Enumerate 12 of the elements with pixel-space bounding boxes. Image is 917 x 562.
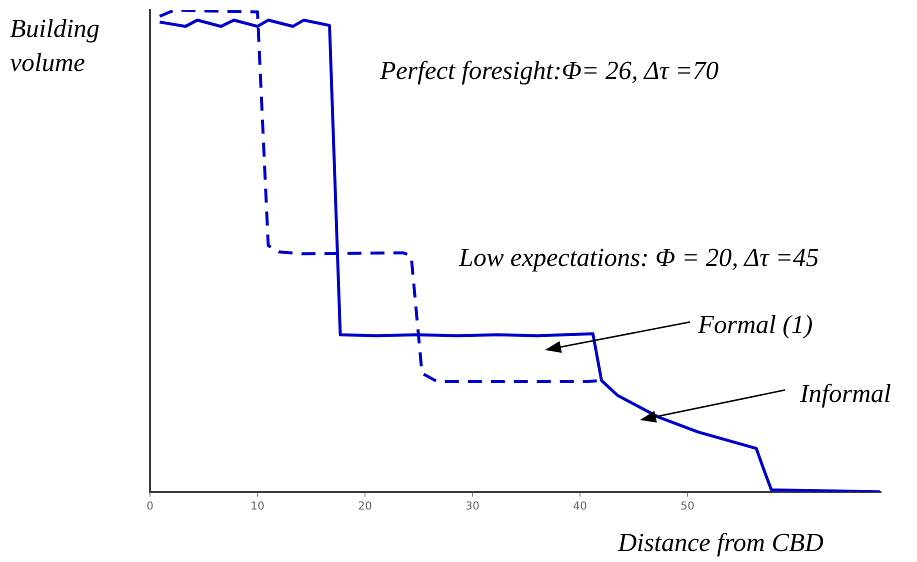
x-tick-label: 0 [146, 499, 154, 512]
x-tick-label: 40 [573, 499, 587, 512]
annotation: Perfect foresight:Φ= 26, Δτ =70 [380, 56, 719, 86]
x-tick-label: 20 [358, 499, 372, 512]
annotation: Formal (1) [698, 310, 813, 340]
x-axis-title: Distance from CBD [618, 528, 824, 558]
annotation: Low expectations: Φ = 20, Δτ =45 [459, 243, 819, 273]
x-tick-label: 30 [466, 499, 480, 512]
y-axis-title: Building volume [10, 13, 101, 79]
x-tick-label: 10 [250, 499, 264, 512]
x-tick-label: 50 [680, 499, 694, 512]
annotation: Informal [800, 379, 891, 409]
